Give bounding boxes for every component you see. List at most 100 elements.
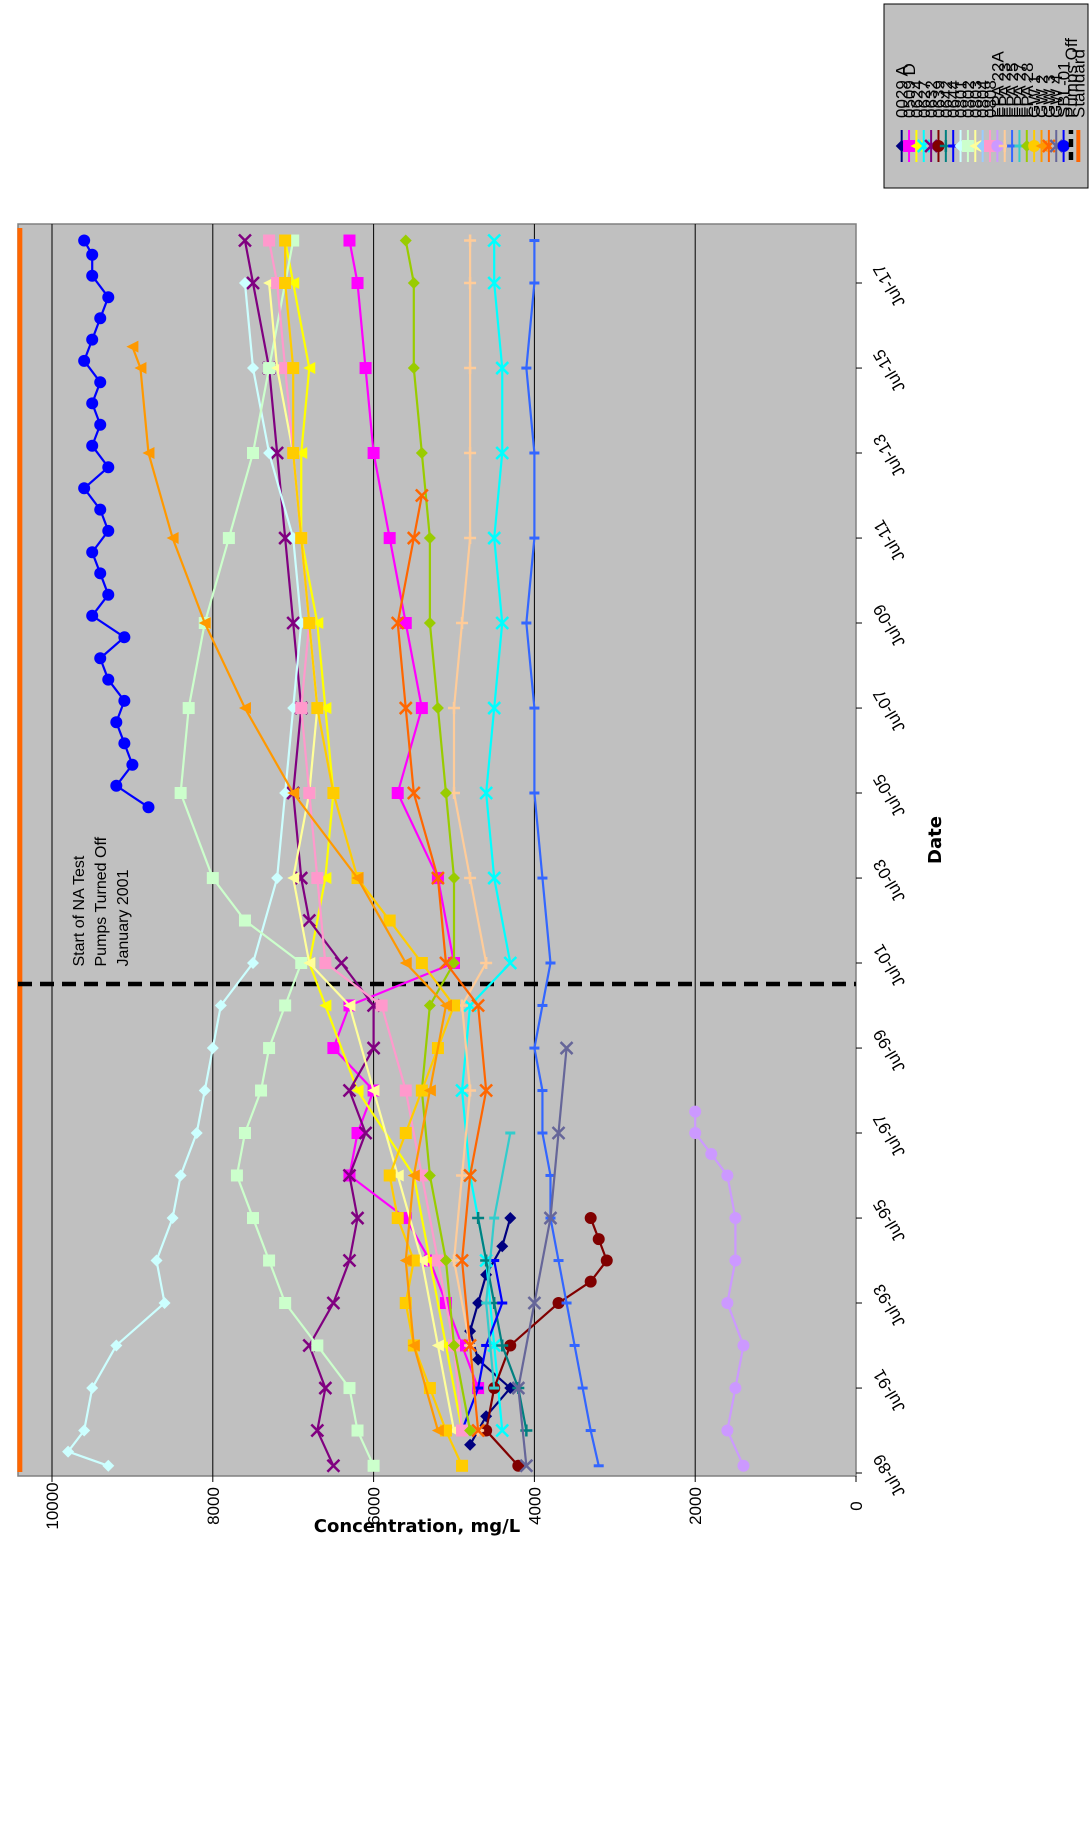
data-point bbox=[407, 362, 420, 375]
legend-label: 0803 bbox=[966, 80, 985, 118]
data-point bbox=[399, 617, 412, 629]
data-point bbox=[551, 1126, 566, 1140]
data-point bbox=[158, 1297, 171, 1309]
data-point bbox=[246, 276, 260, 290]
data-point bbox=[431, 1424, 444, 1437]
legend-item: EPA 27 bbox=[1010, 63, 1029, 162]
data-point bbox=[126, 758, 139, 771]
data-point bbox=[86, 609, 99, 622]
data-point bbox=[86, 269, 99, 282]
data-point bbox=[326, 1296, 341, 1310]
data-point bbox=[504, 1382, 517, 1395]
data-point bbox=[407, 277, 420, 289]
data-point bbox=[415, 1084, 428, 1097]
data-point bbox=[318, 1381, 333, 1395]
series-line bbox=[66, 282, 303, 1467]
data-point bbox=[472, 1353, 485, 1366]
data-point bbox=[351, 1127, 364, 1139]
data-point bbox=[367, 447, 380, 459]
data-point bbox=[511, 1381, 526, 1395]
data-point bbox=[279, 999, 292, 1012]
data-point bbox=[737, 1459, 750, 1472]
data-point bbox=[464, 277, 477, 289]
data-point bbox=[174, 787, 187, 799]
data-point bbox=[383, 914, 396, 927]
data-point bbox=[303, 957, 316, 969]
data-point bbox=[463, 1168, 477, 1183]
legend-item: 0627 bbox=[915, 80, 934, 162]
data-point bbox=[327, 1042, 340, 1055]
data-point bbox=[503, 956, 518, 970]
data-point bbox=[527, 1296, 542, 1310]
data-point bbox=[86, 546, 99, 559]
data-point bbox=[166, 532, 179, 545]
legend-label: 0639 bbox=[929, 80, 948, 118]
data-point bbox=[464, 872, 477, 885]
data-point bbox=[439, 956, 453, 970]
data-point bbox=[287, 447, 300, 459]
series-gw-2 bbox=[126, 340, 452, 1437]
data-point bbox=[721, 1297, 734, 1309]
data-point bbox=[448, 702, 460, 715]
data-point bbox=[689, 1127, 702, 1139]
data-point bbox=[423, 1169, 436, 1182]
y-tick-label: 6000 bbox=[365, 1487, 384, 1525]
data-point bbox=[487, 531, 502, 545]
y-tick-label: 8000 bbox=[204, 1487, 223, 1525]
x-tick-label: Jul-89 bbox=[869, 1451, 909, 1501]
data-point bbox=[110, 779, 123, 792]
data-point bbox=[174, 1169, 187, 1182]
legend-label: EPA 27 bbox=[1010, 63, 1029, 118]
data-point bbox=[399, 957, 412, 969]
data-point bbox=[471, 998, 486, 1013]
legend-label: EPA 25 bbox=[1003, 63, 1022, 118]
data-point bbox=[961, 140, 974, 152]
annotation-line-2: Pumps Turned Off bbox=[93, 836, 110, 966]
data-point bbox=[423, 1084, 436, 1097]
data-point bbox=[495, 1423, 510, 1438]
data-point bbox=[118, 694, 131, 707]
data-point bbox=[431, 702, 444, 715]
data-point bbox=[102, 524, 115, 537]
series-line bbox=[452, 240, 488, 1431]
plot-area bbox=[17, 223, 857, 1477]
x-tick-label: Jul-13 bbox=[869, 431, 909, 481]
data-point bbox=[295, 957, 308, 969]
data-point bbox=[398, 701, 413, 715]
data-point bbox=[263, 447, 276, 459]
legend-label: 0804 bbox=[974, 80, 993, 118]
data-point bbox=[495, 446, 510, 460]
legend-label: 0644 bbox=[944, 80, 963, 118]
data-point bbox=[295, 447, 308, 459]
data-point bbox=[190, 1127, 203, 1139]
series-line bbox=[517, 1047, 568, 1466]
legend-item: GW 1 bbox=[1025, 75, 1044, 162]
data-point bbox=[134, 362, 147, 375]
data-point bbox=[351, 1084, 364, 1097]
data-point bbox=[464, 447, 477, 459]
legend-label: 0509 D bbox=[900, 63, 919, 118]
data-point bbox=[480, 1424, 493, 1437]
data-point bbox=[705, 1148, 718, 1161]
data-point bbox=[287, 362, 300, 375]
data-point bbox=[391, 1212, 404, 1225]
y-axis-title: Concentration, mg/L bbox=[314, 1516, 520, 1537]
data-point bbox=[399, 1084, 412, 1097]
data-point bbox=[78, 234, 91, 247]
data-point bbox=[439, 787, 452, 799]
series-epa-28 bbox=[399, 234, 477, 1437]
data-point bbox=[342, 1253, 357, 1268]
data-point bbox=[150, 1254, 163, 1267]
data-point bbox=[182, 702, 195, 715]
data-point bbox=[487, 701, 502, 715]
data-point bbox=[423, 999, 436, 1012]
data-point bbox=[351, 277, 364, 289]
data-point bbox=[326, 1458, 341, 1473]
legend-label: EPA 23 bbox=[996, 63, 1015, 118]
legend-label: GW 1 bbox=[1025, 75, 1044, 118]
legend-label: EPA 22A bbox=[988, 51, 1007, 118]
data-point bbox=[464, 532, 477, 545]
legend-label: 0632 bbox=[922, 80, 941, 118]
series-line bbox=[332, 240, 480, 1389]
series-gw-4 bbox=[511, 1041, 574, 1473]
